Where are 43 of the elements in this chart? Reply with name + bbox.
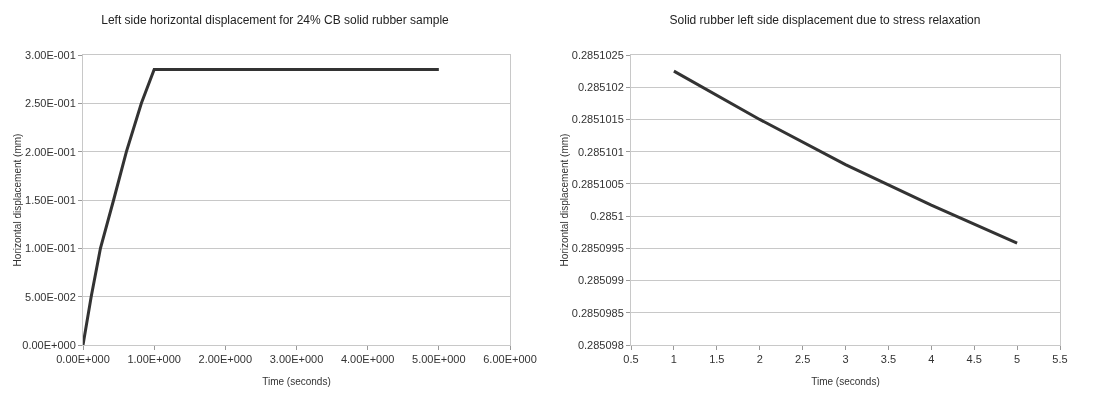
y-axis-title: Horizontal displacement (mm) <box>558 133 570 267</box>
chart-title: Solid rubber left side displacement due to stress relaxation <box>669 13 981 28</box>
y-tick-label: 5.00E-002 <box>25 290 76 303</box>
y-tick-label: 0.2851005 <box>571 177 624 190</box>
y-tick-label: 0.2851015 <box>571 113 624 126</box>
y-tick-label: 0.2851025 <box>571 48 624 61</box>
y-tick-label: 0.2850985 <box>571 306 624 319</box>
y-tick-label: 0.285099 <box>577 274 624 287</box>
y-tick-label: 2.00E-001 <box>25 145 76 158</box>
chart-title: Left side horizontal displacement for 24% CB solid rubber sample <box>101 13 450 28</box>
x-tick-label: 0.00E+000 <box>56 353 110 366</box>
x-tick-label: 1.00E+000 <box>127 353 181 366</box>
x-tick-label: 3.00E+000 <box>269 353 324 366</box>
y-tick-label: 0.2850995 <box>571 242 624 255</box>
x-tick-label: 2.00E+000 <box>198 353 253 366</box>
x-tick-label: 6.00E+000 <box>483 353 537 366</box>
y-tick-label: 0.285098 <box>577 338 624 351</box>
x-tick-label: 3.5 <box>880 353 897 366</box>
x-axis-title: Time (seconds) <box>262 376 331 387</box>
y-tick-label: 2.50E-001 <box>25 97 76 110</box>
x-axis-title: Time (seconds) <box>811 376 880 387</box>
line-series <box>672 69 1019 245</box>
y-tick-label: 0.2851 <box>590 209 624 222</box>
x-tick-label: 4.5 <box>966 353 982 366</box>
x-tick-label: 0.5 <box>623 353 639 366</box>
y-tick-label: 0.285102 <box>577 81 624 94</box>
y-tick-label: 1.00E-001 <box>25 242 76 255</box>
y-tick-label: 1.50E-001 <box>25 193 76 206</box>
y-tick-label: 3.00E-001 <box>25 48 76 61</box>
y-axis-title: Horizontal displacement (mm) <box>12 133 24 267</box>
x-tick-label: 4.00E+000 <box>340 353 395 366</box>
x-tick-label: 5 <box>1014 353 1021 366</box>
line-series <box>83 68 441 345</box>
y-tick-label: 0.285101 <box>577 145 624 158</box>
y-tick-label: 0.00E+000 <box>22 338 76 351</box>
x-tick-label: 5.00E+000 <box>412 353 466 366</box>
x-tick-label: 4 <box>928 353 935 366</box>
x-tick-label: 2.5 <box>794 353 811 366</box>
x-tick-label: 3 <box>842 353 849 366</box>
x-tick-label: 1.5 <box>709 353 725 366</box>
x-tick-label: 5.5 <box>1052 353 1068 366</box>
x-tick-label: 1 <box>670 353 677 366</box>
x-tick-label: 2 <box>756 353 763 366</box>
